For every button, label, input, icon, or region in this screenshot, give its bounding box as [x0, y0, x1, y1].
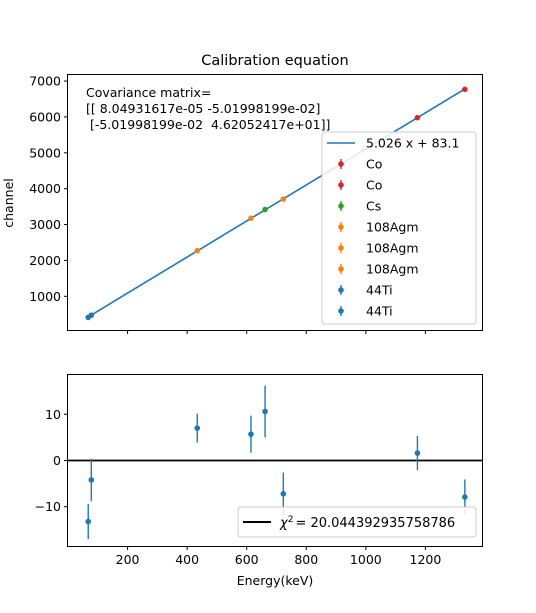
legend-marker	[338, 308, 344, 314]
legend-marker	[338, 182, 344, 188]
legend-entry-44ti: 44Ti	[366, 283, 393, 298]
residual-point	[415, 450, 421, 456]
residual-x-tick-label: 1200	[410, 552, 442, 567]
data-point-108agm	[248, 215, 254, 221]
covariance-row-1: [[ 8.04931617e-05 -5.01998199e-02]	[86, 101, 320, 116]
legend-entry-co: Co	[366, 178, 382, 193]
residual-point	[262, 409, 268, 415]
y-tick-label: 1000	[29, 289, 61, 304]
chi-value: = 20.044392935758786	[295, 516, 455, 531]
legend-entry-108agm: 108Agm	[366, 220, 419, 235]
y-tick-label: 6000	[29, 109, 61, 124]
residual-y-tick-label: −10	[35, 499, 61, 514]
residual-point	[281, 491, 287, 497]
legend-marker	[338, 224, 344, 230]
legend-entry-co: Co	[366, 157, 382, 172]
residual-point	[85, 519, 91, 525]
y-tick-label: 7000	[29, 74, 61, 89]
covariance-title: Covariance matrix=	[86, 85, 211, 100]
residual-point	[194, 425, 200, 431]
residual-y-tick-label: 10	[45, 407, 61, 422]
residual-point	[89, 477, 95, 483]
chi-exponent: 2	[288, 515, 294, 525]
residual-point	[248, 431, 254, 437]
legend-entry-108agm: 108Agm	[366, 262, 419, 277]
legend-marker	[338, 161, 344, 167]
chart-title: Calibration equation	[201, 53, 348, 69]
residual-point	[462, 494, 468, 500]
residual-x-tick-label: 200	[116, 552, 140, 567]
legend-entry-cs: Cs	[366, 199, 381, 214]
legend-marker	[338, 266, 344, 272]
data-point-44ti	[85, 315, 91, 321]
y-tick-label: 4000	[29, 181, 61, 196]
legend-marker	[338, 203, 344, 209]
top-legend: 5.026 x + 83.1 Co Co Cs 108Agm 108Agm 108Agm 44…	[322, 132, 476, 324]
residual-x-tick-label: 400	[175, 552, 199, 567]
covariance-row-2: [-5.01998199e-02 4.62052417e+01]]	[86, 117, 330, 132]
data-point-108agm	[194, 248, 200, 254]
data-point-cs	[262, 207, 268, 213]
legend-entry-44ti: 44Ti	[366, 304, 393, 319]
chi-square-legend-label: χ2 = 20.044392935758786	[279, 515, 455, 531]
legend-entry-108agm: 108Agm	[366, 241, 419, 256]
data-point-co	[462, 87, 468, 93]
legend-marker	[338, 287, 344, 293]
x-axis-label: Energy(keV)	[237, 573, 314, 588]
legend-fit-label: 5.026 x + 83.1	[366, 136, 459, 151]
y-tick-label: 3000	[29, 217, 61, 232]
legend-marker	[338, 245, 344, 251]
residual-x-tick-label: 800	[294, 552, 318, 567]
y-axis-label: channel	[1, 178, 16, 227]
data-point-co	[415, 115, 421, 121]
residual-y-tick-label: 0	[53, 453, 61, 468]
chi-square-legend: χ2 = 20.044392935758786	[238, 507, 476, 537]
data-point-108agm	[281, 196, 287, 202]
residual-x-tick-label: 1000	[350, 552, 382, 567]
y-tick-label: 2000	[29, 253, 61, 268]
residual-x-tick-label: 600	[235, 552, 259, 567]
y-tick-label: 5000	[29, 145, 61, 160]
